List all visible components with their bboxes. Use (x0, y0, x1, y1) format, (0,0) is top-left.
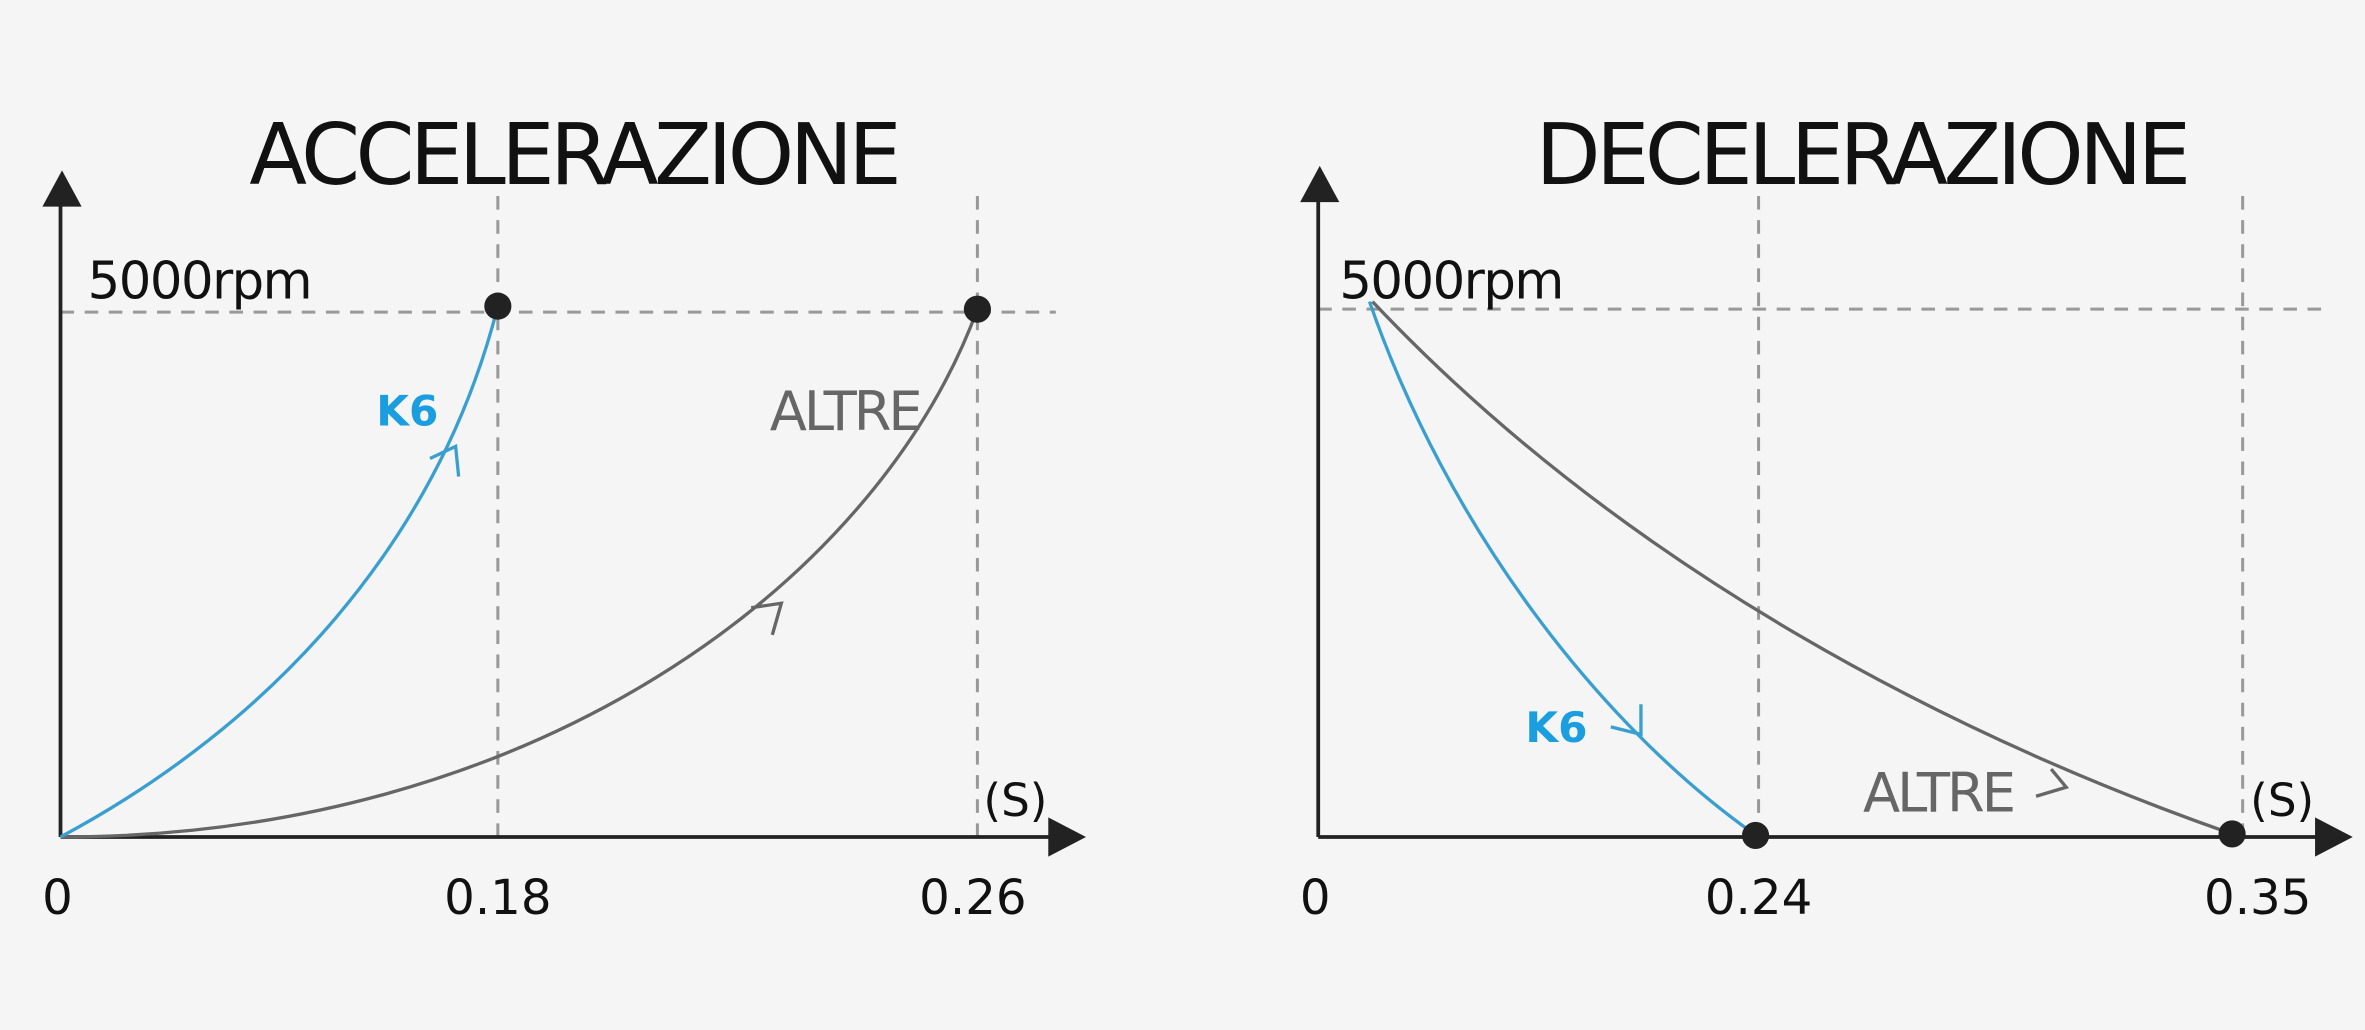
curve-altre (60, 308, 979, 839)
curve-arrow (429, 443, 461, 477)
y-label: 5000rpm (88, 252, 311, 312)
x-label: 0.18 (444, 870, 551, 926)
x-unit: (S) (983, 774, 1047, 827)
curve-label: K6 (376, 386, 438, 435)
x-unit: (S) (2250, 774, 2314, 827)
x-label: 0.35 (2204, 870, 2311, 926)
point (963, 295, 991, 323)
axis-arrow (42, 170, 82, 207)
point (484, 292, 512, 320)
x-label: 0.26 (919, 870, 1026, 926)
y-label: 5000rpm (1339, 252, 1562, 312)
panel-acceleration: ACCELERAZIONE 5000rpm K6 ALTRE (S) 0 0.1… (42, 106, 1086, 926)
curve-arrow (750, 601, 784, 636)
curve-label: ALTRE (770, 380, 920, 443)
curve-arrow (2035, 768, 2070, 798)
point (1741, 821, 1770, 850)
x-label: 0 (1300, 870, 1331, 926)
curve-k6 (1367, 301, 1756, 836)
curve-k6 (59, 305, 500, 839)
curve-altre (1371, 300, 2233, 836)
panel-deceleration: DECELERAZIONE 5000rpm K6 ALTRE (S) 0 0.2… (1300, 106, 2353, 926)
x-label: 0.24 (1705, 870, 1812, 926)
curve-label: K6 (1525, 703, 1587, 752)
curve-arrow (1610, 704, 1643, 737)
title: ACCELERAZIONE (249, 106, 897, 204)
point (2218, 820, 2246, 848)
curve-label: ALTRE (1863, 761, 2013, 824)
axis-arrow (1048, 817, 1086, 857)
title: DECELERAZIONE (1536, 106, 2187, 204)
axis-arrow (1300, 165, 1340, 203)
axis-arrow (2315, 817, 2353, 857)
x-label: 0 (42, 870, 73, 926)
